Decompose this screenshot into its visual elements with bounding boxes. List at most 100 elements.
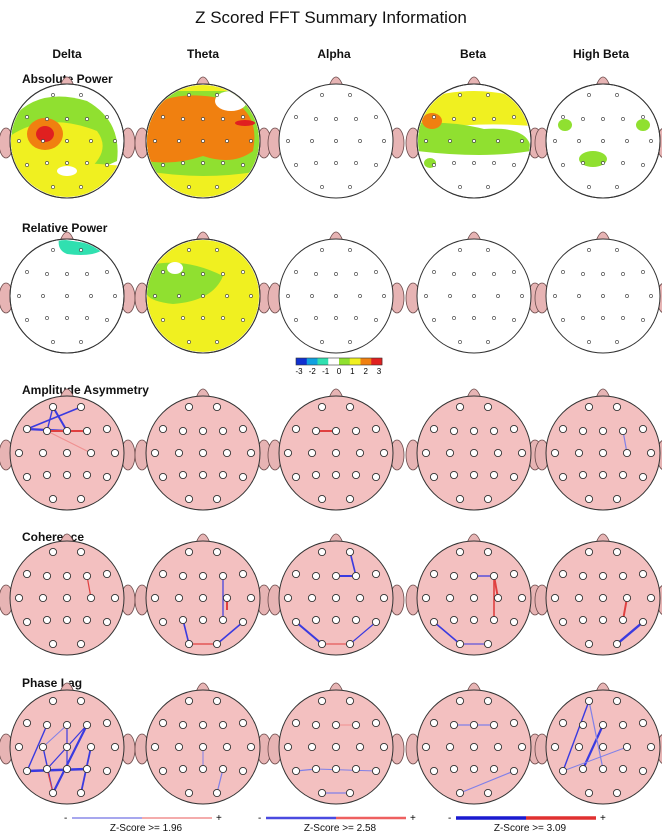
electrode: [65, 117, 69, 121]
electrode: [113, 294, 117, 298]
electrode: [22, 617, 32, 627]
electrode: [110, 742, 120, 752]
electrode: [558, 569, 568, 579]
electrode: [371, 766, 381, 776]
page-title: Z Scored FFT Summary Information: [195, 8, 467, 27]
electrode: [612, 547, 622, 557]
connection-line: [216, 768, 224, 794]
connection-line: [459, 770, 515, 794]
electrode: [105, 318, 109, 322]
electrode: [311, 720, 321, 730]
electrode: [82, 571, 92, 581]
electrode: [432, 318, 436, 322]
electrode: [351, 426, 361, 436]
connection-line: [315, 768, 377, 772]
electrode: [76, 547, 86, 557]
electrode: [238, 617, 248, 627]
electrode: [198, 448, 208, 458]
electrode: [62, 615, 72, 625]
electrode: [198, 426, 208, 436]
electrode: [496, 139, 500, 143]
electrode: [62, 448, 72, 458]
electrode: [105, 115, 109, 119]
electrode: [553, 139, 557, 143]
head-map: [405, 682, 543, 805]
electrode: [371, 472, 381, 482]
electrode: [310, 139, 314, 143]
electrode: [62, 470, 72, 480]
electrode: [584, 494, 594, 504]
electrode: [348, 185, 352, 189]
electrode: [48, 402, 58, 412]
electrode: [641, 318, 645, 322]
head-map: [134, 388, 272, 511]
electrode: [161, 270, 165, 274]
electrode: [48, 639, 58, 649]
connection-line: [588, 700, 604, 770]
electrode: [310, 294, 314, 298]
connection-line: [562, 746, 628, 772]
electrode: [158, 766, 168, 776]
electrode: [432, 115, 436, 119]
electrode: [641, 115, 645, 119]
electrode: [432, 270, 436, 274]
electrode: [14, 448, 24, 458]
electrode: [174, 742, 184, 752]
electrode: [215, 340, 219, 344]
legend-plus: +: [216, 813, 222, 824]
electrode: [354, 316, 358, 320]
electrode: [102, 718, 112, 728]
electrode: [331, 764, 341, 774]
electrode: [445, 742, 455, 752]
electrode: [578, 615, 588, 625]
electrode: [25, 270, 29, 274]
electrode: [374, 115, 378, 119]
electrode: [317, 639, 327, 649]
electrode: [110, 448, 120, 458]
electrode: [174, 448, 184, 458]
electrode: [517, 448, 527, 458]
electrode: [598, 470, 608, 480]
electrode: [345, 639, 355, 649]
electrode: [42, 615, 52, 625]
legend-plus: +: [410, 813, 416, 824]
electrode: [345, 547, 355, 557]
electrode: [455, 547, 465, 557]
electrode: [429, 569, 439, 579]
electrode: [581, 117, 585, 121]
electrode: [14, 593, 24, 603]
electrode: [561, 115, 565, 119]
electrode: [351, 720, 361, 730]
electrode: [331, 448, 341, 458]
electrode: [86, 742, 96, 752]
connection-line: [295, 621, 323, 645]
electrode: [517, 593, 527, 603]
electrode: [358, 139, 362, 143]
electrode: [615, 93, 619, 97]
electrode: [177, 139, 181, 143]
electrode: [218, 470, 228, 480]
electrode: [45, 316, 49, 320]
electrode: [311, 764, 321, 774]
electrode: [62, 764, 72, 774]
electrode: [429, 617, 439, 627]
electrode: [65, 161, 69, 165]
scale-swatch: [349, 358, 361, 365]
electrode: [449, 470, 459, 480]
electrode: [334, 117, 338, 121]
electrode: [62, 571, 72, 581]
head-map: [0, 533, 136, 656]
electrode: [618, 615, 628, 625]
electrode: [38, 593, 48, 603]
electrode: [455, 494, 465, 504]
electrode: [512, 115, 516, 119]
legend-plus: +: [600, 813, 606, 824]
electrode: [291, 569, 301, 579]
connection-line: [216, 621, 244, 645]
electrode: [550, 448, 560, 458]
electrode: [625, 294, 629, 298]
electrode: [351, 615, 361, 625]
electrode: [178, 720, 188, 730]
electrode: [225, 139, 229, 143]
electrode: [449, 426, 459, 436]
